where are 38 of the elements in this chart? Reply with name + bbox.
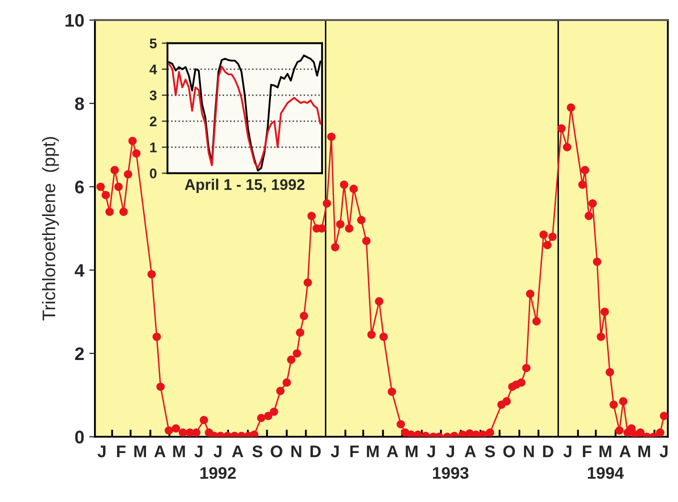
x-tick-label: M [406,446,418,458]
y-axis-title: Trichloroethylene (ppt) [42,137,59,320]
x-tick-label: A [386,446,398,458]
x-tick-label: J [660,446,668,458]
y-tick-label: 8 [75,97,84,110]
y-tick-label: 3 [150,90,157,100]
y-tick-label: 2 [75,347,84,360]
x-tick-label: A [154,446,166,458]
y-tick-label: 4 [150,64,157,74]
y-tick-label: 0 [150,168,156,178]
y-tick-label: 6 [75,180,84,194]
x-tick-label: N [524,446,534,458]
y-tick-label: 0 [75,430,84,444]
y-tick-label: 1 [150,142,157,152]
y-tick-label: 2 [150,116,156,126]
y-tick-label: 5 [150,38,157,48]
x-tick-label: M [638,446,650,458]
x-tick-label: O [270,446,282,458]
x-tick-label: D [310,446,321,458]
x-tick-label: S [252,446,262,458]
x-tick-label: M [134,446,146,458]
x-tick-label: O [503,446,515,458]
x-tick-label: J [563,446,572,458]
x-tick-label: M [366,446,379,458]
x-axis-title: April 1 - 15, 1992 [184,178,304,193]
x-tick-label: F [350,446,359,458]
x-tick-label: J [98,446,106,458]
x-tick-label: S [484,446,495,458]
x-tick-label: D [543,446,554,458]
x-tick-label: J [194,446,202,458]
x-tick-label: N [291,446,302,458]
x-tick-label: A [620,446,631,458]
x-tick-label: M [173,446,185,458]
x-tick-label: J [330,446,339,458]
x-tick-label: F [117,446,126,458]
y-tick-label: 10 [66,14,84,27]
x-tick-label: J [427,446,435,458]
y-tick-label: 4 [74,264,84,277]
